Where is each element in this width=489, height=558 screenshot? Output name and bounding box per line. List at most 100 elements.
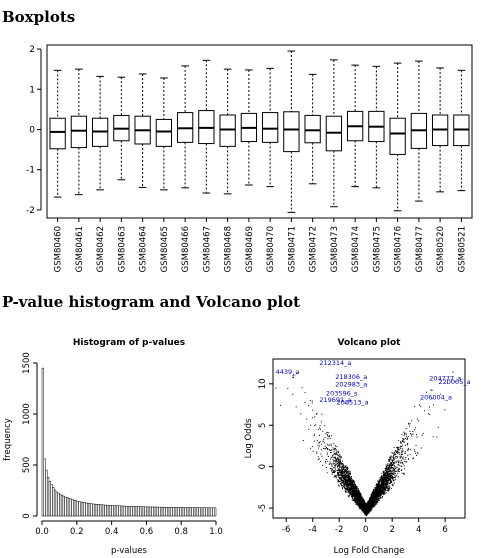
histogram-bar (137, 506, 140, 517)
box (304, 114, 321, 144)
volcano-title: Volcano plot (338, 338, 402, 348)
y-tick-label: 10 (258, 378, 268, 389)
histogram-bar (99, 504, 102, 517)
histogram-bar (147, 506, 151, 517)
histogram-bar (133, 506, 137, 517)
x-tick-label: GSM80521 (457, 226, 467, 272)
y-tick-label: 2 (29, 45, 35, 55)
x-tick-label: -2 (335, 525, 343, 535)
histogram-bar (172, 507, 175, 517)
plot-frame (272, 358, 466, 519)
x-tick-label: GSM80463 (117, 226, 127, 272)
x-tick-label: 0.2 (70, 527, 84, 537)
histogram-bar (95, 504, 98, 517)
histogram-bar (64, 496, 67, 517)
histogram-bar (74, 500, 78, 517)
y-axis-label: Log Odds (244, 418, 254, 458)
x-tick-label: 2 (389, 525, 394, 535)
histogram-title: Histogram of p-values (73, 338, 185, 348)
histogram-bar (170, 507, 173, 517)
histogram-bar (140, 506, 144, 517)
histogram-bar (214, 507, 217, 517)
histogram-bar (153, 506, 156, 517)
y-tick-label: 1000 (22, 403, 32, 425)
histogram-bar (130, 506, 133, 517)
x-tick-label: GSM80476 (394, 226, 404, 272)
y-tick-label: -5 (258, 504, 268, 512)
x-tick-label: 0.0 (35, 527, 49, 537)
histogram-bar (212, 507, 215, 517)
histogram-bar (196, 507, 199, 517)
histogram-bar (203, 507, 206, 517)
x-tick-label: GSM80475 (372, 226, 382, 272)
gene-annotation: 220005_a (439, 378, 471, 386)
y-tick-label: 500 (22, 457, 32, 473)
histogram-bar (121, 505, 125, 517)
box (49, 117, 66, 150)
x-tick-label: 0.4 (105, 527, 119, 537)
histogram-bar (104, 504, 107, 517)
x-axis-label: Log Fold Change (334, 546, 405, 556)
histogram-bar (180, 507, 184, 517)
histogram-bar (90, 503, 93, 517)
histogram-bar (73, 499, 76, 517)
histogram-bar (201, 507, 205, 517)
histogram-bar (173, 507, 177, 517)
x-tick-label: GSM80460 (54, 226, 64, 272)
histogram-bar (135, 506, 138, 517)
x-tick-label: GSM80462 (96, 226, 106, 272)
x-tick-label: GSM80464 (139, 226, 149, 272)
histogram-bar (45, 469, 48, 517)
histogram-bar (168, 507, 172, 517)
histogram-bar (210, 507, 213, 517)
histogram-bar (62, 495, 65, 517)
histogram-bar (113, 505, 116, 517)
histogram-bar (69, 498, 72, 517)
x-tick-label: 0.8 (174, 527, 188, 537)
box (155, 118, 173, 147)
gene-annotation: 4439_a (276, 368, 300, 376)
x-tick-label: GSM80469 (245, 226, 255, 272)
histogram-bar (191, 507, 194, 517)
histogram-bar (182, 507, 185, 517)
histogram-bar (88, 503, 91, 517)
x-tick-label: GSM80466 (181, 226, 191, 272)
histogram-bar (55, 491, 58, 517)
histogram-bar (139, 506, 142, 517)
boxplot-chart: -2 -1 0 1 2 GSM80460 GSM80461 GSM80462 GSM80463 G… (26, 44, 473, 272)
histogram-bar (41, 367, 44, 517)
histogram-bar (102, 504, 105, 517)
histogram-bar (53, 489, 57, 517)
pvalue-histogram-chart: Histogram of p-values 0.0 0.2 0.4 0.6 0.8 1.0 0… (3, 338, 223, 556)
y-tick-label: 1 (29, 85, 35, 95)
volcano-plot-chart: Volcano plot -6 -4 -2 0 2 4 6 -5 0 5 10 212314_a 4439… (244, 338, 471, 556)
histogram-bar (194, 507, 198, 517)
x-tick-label: GSM80468 (224, 226, 234, 272)
histogram-bar (149, 506, 152, 517)
x-tick-label: GSM80470 (266, 226, 276, 272)
histogram-bar (83, 502, 86, 517)
histogram-bar (142, 506, 145, 517)
histogram-bar (125, 505, 128, 517)
histogram-bar (46, 476, 50, 517)
histogram-bar (151, 506, 154, 517)
gene-annotation: 204777_a (429, 375, 461, 383)
x-tick-label: 0.6 (140, 527, 154, 537)
histogram-bar (154, 506, 158, 517)
x-tick-label: GSM80465 (160, 226, 170, 272)
histogram-bar (71, 499, 74, 517)
histogram-bar (43, 458, 46, 517)
gene-annotation: 203596_s (326, 389, 358, 397)
histogram-bar (127, 505, 130, 517)
histogram-bar (123, 505, 126, 517)
plot-frame (46, 44, 473, 219)
y-tick-label: 0 (22, 513, 32, 518)
histogram-bar (165, 506, 168, 517)
histogram-bar (80, 501, 83, 517)
histogram-bar (97, 504, 100, 517)
x-tick-label: GSM80471 (287, 226, 297, 272)
x-tick-label: 1.0 (209, 527, 223, 537)
gene-annotation: 206513_a (337, 399, 369, 407)
box (219, 114, 236, 147)
x-tick-label: GSM80474 (351, 226, 361, 272)
